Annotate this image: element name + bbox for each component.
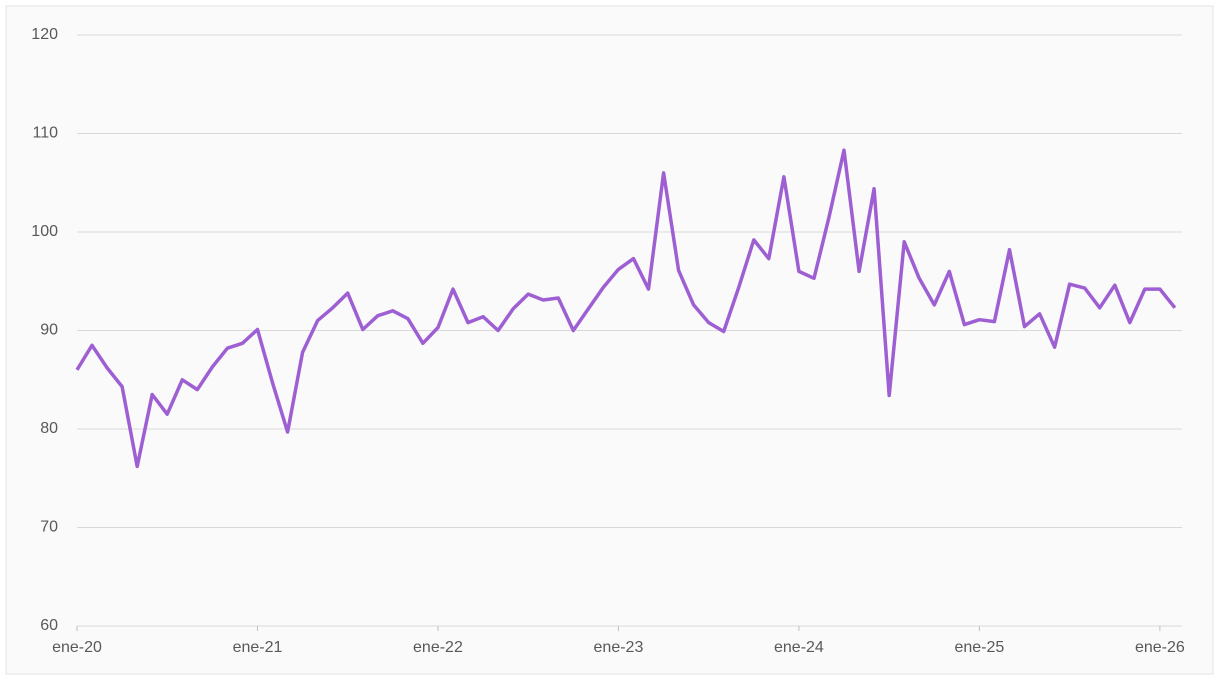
x-tick-label: ene-26 (1135, 639, 1185, 656)
x-tick-label: ene-21 (233, 639, 283, 656)
x-tick-label: ene-20 (52, 639, 102, 656)
y-tick-label: 120 (31, 26, 58, 43)
y-tick-label: 110 (32, 125, 58, 142)
y-tick-label: 70 (40, 519, 58, 536)
y-tick-label: 80 (40, 420, 58, 437)
y-tick-label: 60 (40, 617, 58, 634)
y-tick-label: 100 (31, 223, 58, 240)
chart-area (5, 5, 1214, 675)
x-tick-label: ene-24 (774, 639, 824, 656)
x-tick-label: ene-25 (954, 639, 1004, 656)
x-tick-label: ene-22 (413, 639, 463, 656)
data-line (75, 148, 1177, 469)
y-tick-label: 90 (40, 322, 58, 339)
x-tick-label: ene-23 (594, 639, 644, 656)
